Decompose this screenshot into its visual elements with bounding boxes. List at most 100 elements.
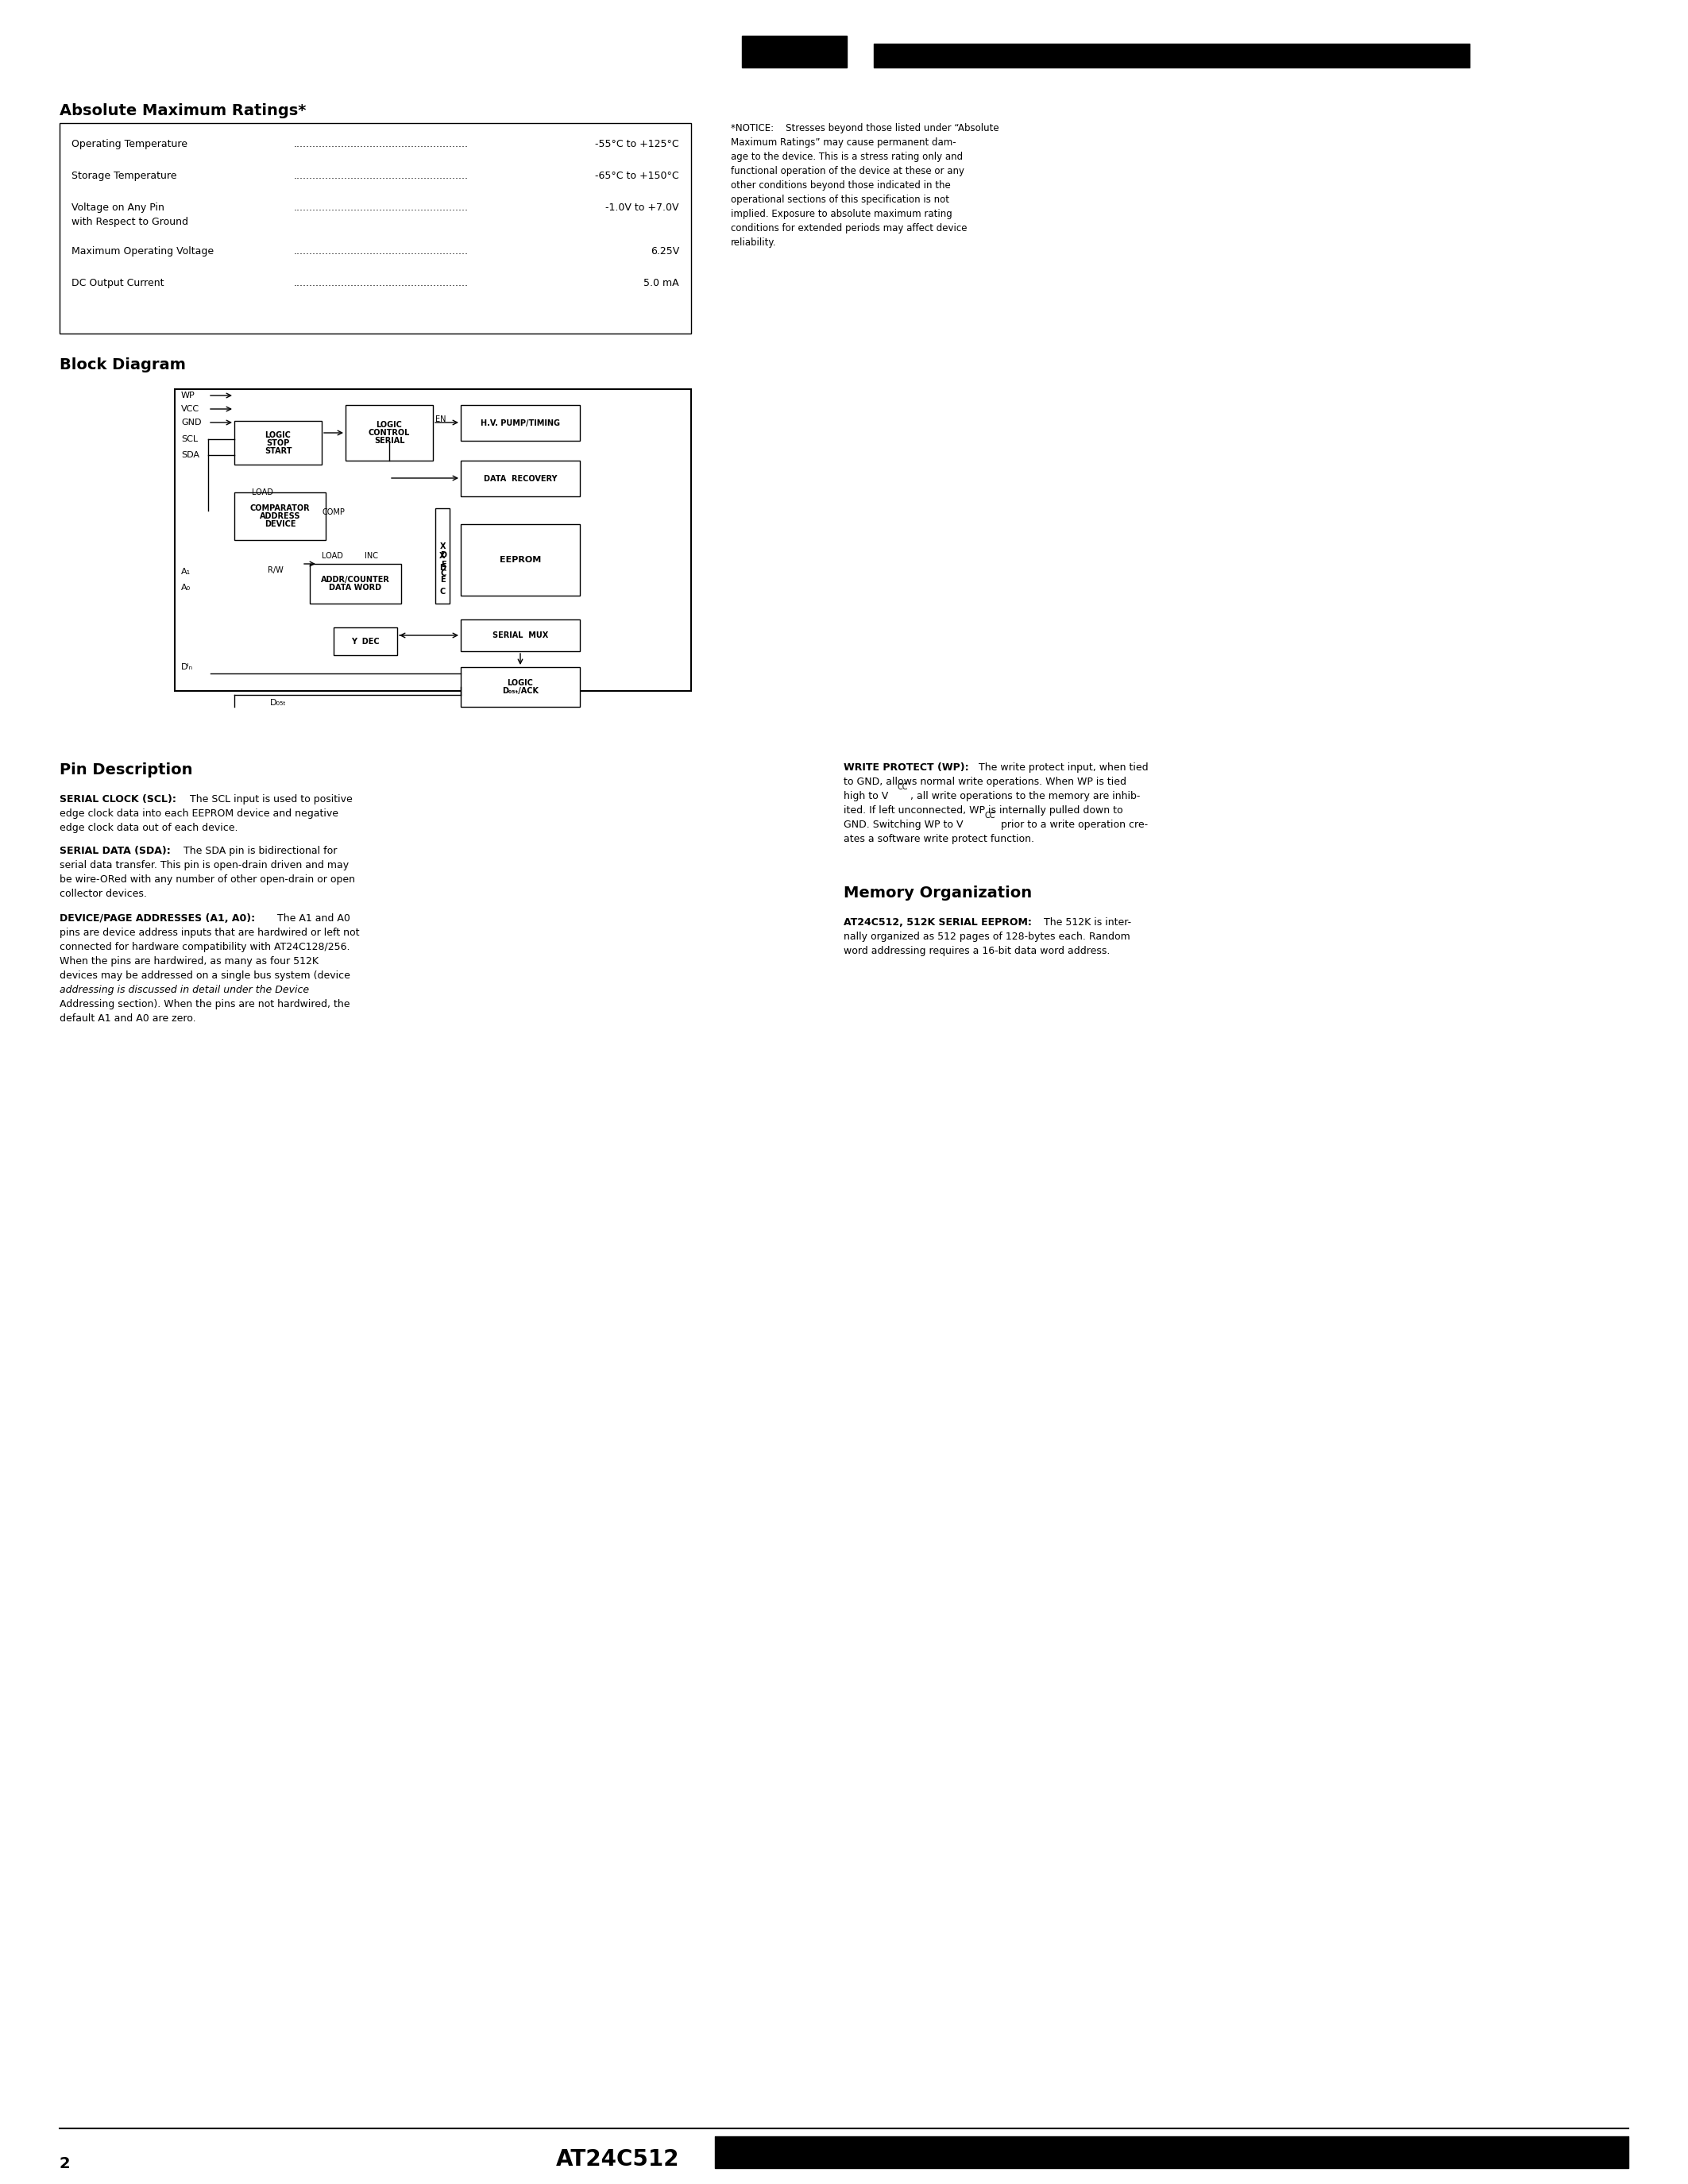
Text: , all write operations to the memory are inhib-: , all write operations to the memory are… — [910, 791, 1139, 802]
Text: edge clock data into each EEPROM device and negative: edge clock data into each EEPROM device … — [59, 808, 338, 819]
Text: START: START — [265, 448, 292, 454]
Text: .......................................................: ........................................… — [294, 170, 469, 181]
Text: -55°C to +125°C: -55°C to +125°C — [596, 140, 679, 149]
Text: 6.25V: 6.25V — [650, 247, 679, 256]
Text: ADDRESS: ADDRESS — [260, 513, 300, 520]
Text: DC Output Current: DC Output Current — [71, 277, 164, 288]
Text: X: X — [439, 553, 446, 559]
Text: STOP: STOP — [267, 439, 290, 448]
Text: Storage Temperature: Storage Temperature — [71, 170, 177, 181]
Text: -65°C to +150°C: -65°C to +150°C — [596, 170, 679, 181]
Text: 5.0 mA: 5.0 mA — [643, 277, 679, 288]
Text: SCL: SCL — [181, 435, 197, 443]
Text: SDA: SDA — [181, 452, 199, 459]
Text: Pin Description: Pin Description — [59, 762, 192, 778]
Bar — [176, 389, 690, 690]
Text: GND. Switching WP to V: GND. Switching WP to V — [844, 819, 964, 830]
Text: SERIAL: SERIAL — [375, 437, 405, 446]
Bar — [461, 461, 581, 496]
Text: *NOTICE:    Stresses beyond those listed under “Absolute
Maximum Ratings” may ca: *NOTICE: Stresses beyond those listed un… — [731, 122, 999, 247]
Text: Y  DEC: Y DEC — [351, 638, 380, 644]
Bar — [461, 620, 581, 651]
Text: pins are device address inputs that are hardwired or left not: pins are device address inputs that are … — [59, 928, 360, 937]
Bar — [59, 122, 690, 334]
Text: LOGIC: LOGIC — [506, 679, 533, 688]
Text: .......................................................: ........................................… — [294, 203, 469, 212]
Text: DEVICE: DEVICE — [265, 520, 295, 529]
Text: A₁: A₁ — [181, 568, 191, 577]
Bar — [235, 422, 322, 465]
Text: SERIAL  MUX: SERIAL MUX — [493, 631, 549, 640]
Text: ited. If left unconnected, WP is internally pulled down to: ited. If left unconnected, WP is interna… — [844, 806, 1123, 815]
Text: DATA  RECOVERY: DATA RECOVERY — [483, 474, 557, 483]
Text: C: C — [439, 587, 446, 596]
Text: DEVICE/PAGE ADDRESSES (A1, A0):: DEVICE/PAGE ADDRESSES (A1, A0): — [59, 913, 255, 924]
Text: EN: EN — [436, 415, 446, 424]
Text: When the pins are hardwired, as many as four 512K: When the pins are hardwired, as many as … — [59, 957, 319, 968]
Text: The SDA pin is bidirectional for: The SDA pin is bidirectional for — [181, 845, 338, 856]
Text: CC: CC — [898, 784, 908, 791]
Text: CC: CC — [986, 812, 996, 819]
Text: EEPROM: EEPROM — [500, 557, 542, 563]
Text: CONTROL: CONTROL — [368, 428, 410, 437]
Text: Voltage on Any Pin: Voltage on Any Pin — [71, 203, 164, 212]
Text: VCC: VCC — [181, 404, 199, 413]
Bar — [436, 509, 449, 603]
Text: Dᴵₙ: Dᴵₙ — [181, 664, 192, 670]
Text: GND: GND — [181, 419, 201, 426]
Text: LOAD: LOAD — [252, 489, 273, 496]
Text: The 512K is inter-: The 512K is inter- — [1040, 917, 1131, 928]
Bar — [346, 404, 432, 461]
Text: D₀₅ₜ/ACK: D₀₅ₜ/ACK — [501, 688, 538, 695]
Text: The SCL input is used to positive: The SCL input is used to positive — [187, 795, 353, 804]
Text: AT24C512, 512K SERIAL EEPROM:: AT24C512, 512K SERIAL EEPROM: — [844, 917, 1031, 928]
Text: .......................................................: ........................................… — [294, 140, 469, 149]
Text: R/W: R/W — [268, 566, 284, 574]
Text: word addressing requires a 16-bit data word address.: word addressing requires a 16-bit data w… — [844, 946, 1111, 957]
Text: edge clock data out of each device.: edge clock data out of each device. — [59, 823, 238, 832]
Text: Absolute Maximum Ratings*: Absolute Maximum Ratings* — [59, 103, 306, 118]
Text: Memory Organization: Memory Organization — [844, 885, 1031, 900]
Text: addressing is discussed in detail under the Device: addressing is discussed in detail under … — [59, 985, 309, 996]
Text: .......................................................: ........................................… — [294, 247, 469, 256]
Text: connected for hardware compatibility with AT24C128/256.: connected for hardware compatibility wit… — [59, 941, 349, 952]
Text: ATMEL: ATMEL — [746, 39, 844, 63]
Bar — [461, 524, 581, 596]
Text: X
D
E
C: X D E C — [441, 542, 446, 579]
Text: WRITE PROTECT (WP):: WRITE PROTECT (WP): — [844, 762, 969, 773]
Text: nally organized as 512 pages of 128-bytes each. Random: nally organized as 512 pages of 128-byte… — [844, 933, 1131, 941]
Text: LOGIC: LOGIC — [265, 430, 290, 439]
Text: Addressing section). When the pins are not hardwired, the: Addressing section). When the pins are n… — [59, 998, 349, 1009]
Text: SERIAL CLOCK (SCL):: SERIAL CLOCK (SCL): — [59, 795, 176, 804]
Text: collector devices.: collector devices. — [59, 889, 147, 900]
Text: D: D — [439, 563, 446, 572]
Bar — [235, 491, 326, 539]
Text: Maximum Operating Voltage: Maximum Operating Voltage — [71, 247, 214, 256]
Bar — [461, 404, 581, 441]
Text: to GND, allows normal write operations. When WP is tied: to GND, allows normal write operations. … — [844, 778, 1126, 786]
Text: AT24C512: AT24C512 — [555, 2149, 680, 2171]
Text: COMP: COMP — [322, 509, 344, 515]
Bar — [311, 563, 402, 603]
Text: LOAD: LOAD — [321, 553, 343, 559]
Text: with Respect to Ground: with Respect to Ground — [71, 216, 189, 227]
Text: WP: WP — [181, 391, 196, 400]
Text: be wire-ORed with any number of other open-drain or open: be wire-ORed with any number of other op… — [59, 874, 354, 885]
Text: ADDR/COUNTER: ADDR/COUNTER — [321, 577, 390, 583]
Text: DATA WORD: DATA WORD — [329, 583, 381, 592]
Text: LOGIC: LOGIC — [376, 422, 402, 428]
Text: Operating Temperature: Operating Temperature — [71, 140, 187, 149]
Text: The write protect input, when tied: The write protect input, when tied — [976, 762, 1148, 773]
Text: prior to a write operation cre-: prior to a write operation cre- — [998, 819, 1148, 830]
Text: .......................................................: ........................................… — [294, 277, 469, 288]
Text: devices may be addressed on a single bus system (device: devices may be addressed on a single bus… — [59, 970, 349, 981]
Text: A₀: A₀ — [181, 583, 191, 592]
Text: SERIAL DATA (SDA):: SERIAL DATA (SDA): — [59, 845, 170, 856]
Bar — [334, 627, 397, 655]
Text: H.V. PUMP/TIMING: H.V. PUMP/TIMING — [481, 419, 560, 426]
Text: Block Diagram: Block Diagram — [59, 358, 186, 373]
Text: INC: INC — [365, 553, 378, 559]
Text: -1.0V to +7.0V: -1.0V to +7.0V — [606, 203, 679, 212]
Text: ates a software write protect function.: ates a software write protect function. — [844, 834, 1035, 845]
Text: E: E — [441, 577, 446, 583]
